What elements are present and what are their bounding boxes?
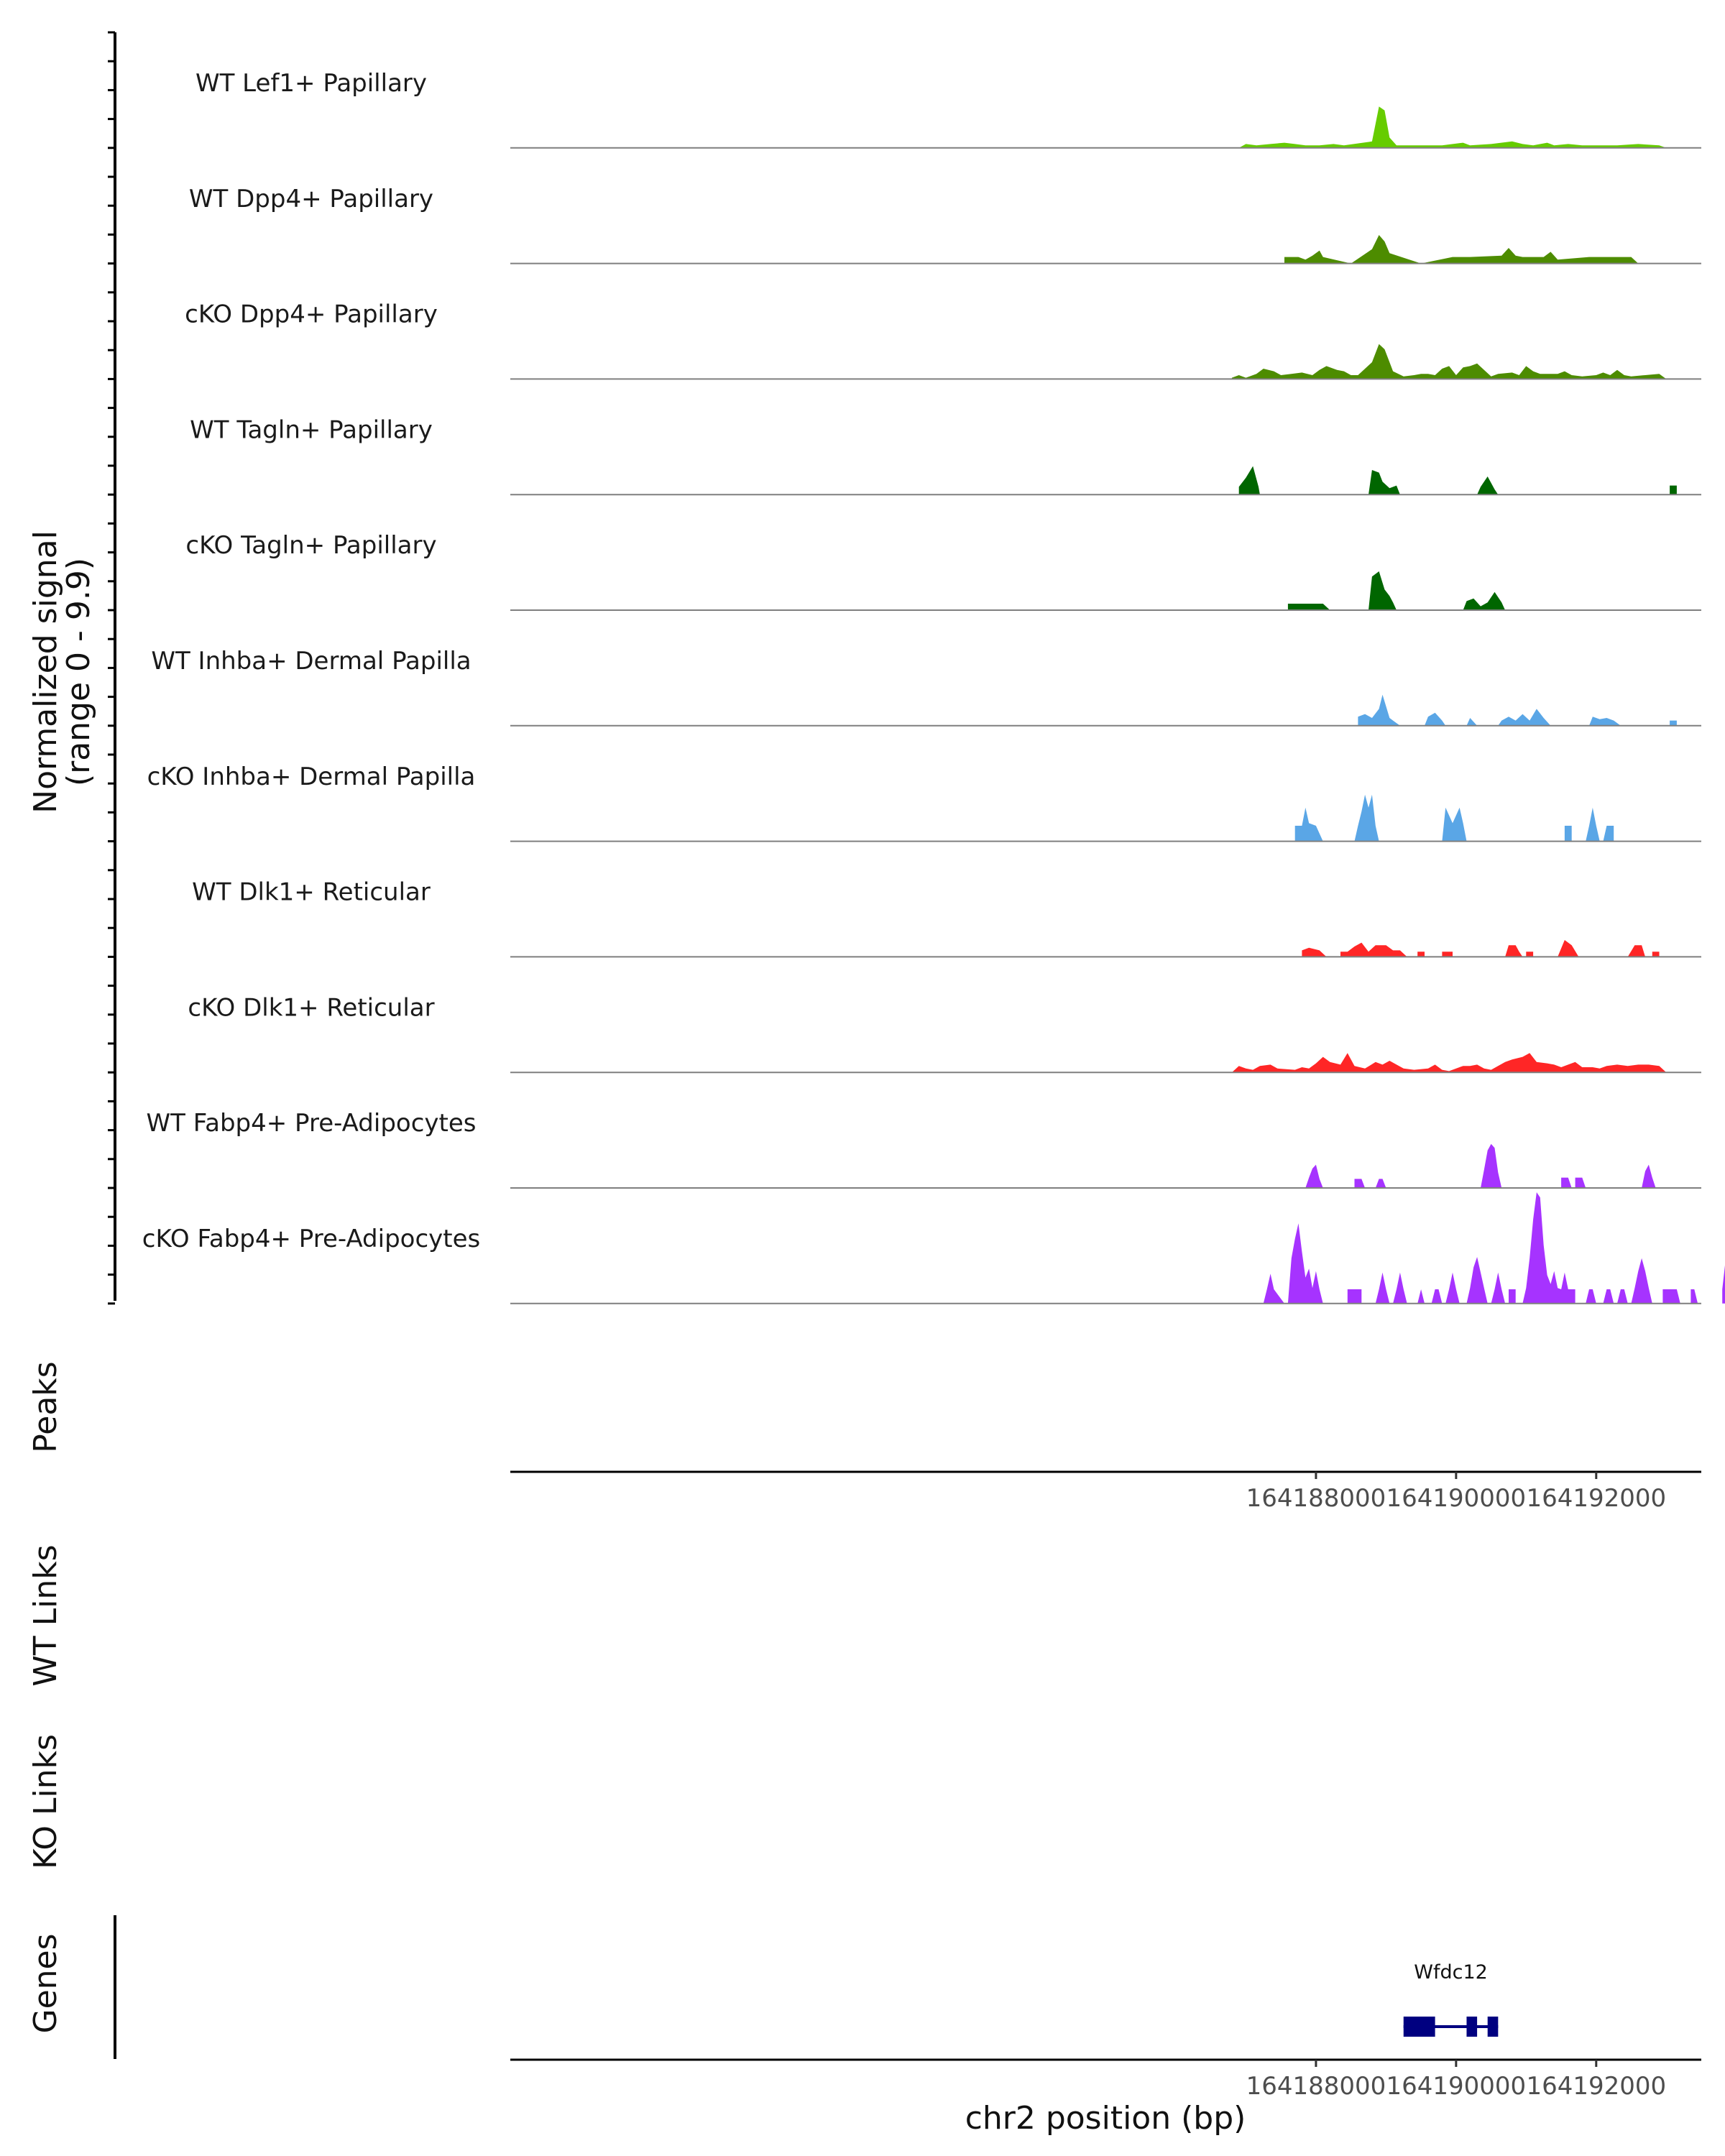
track-10: cKO Fabp4+ Pre-Adipocytes [142,1192,1725,1304]
track-label: cKO Dlk1+ Reticular [188,993,434,1022]
track-label: cKO Fabp4+ Pre-Adipocytes [142,1225,481,1253]
track-2: cKO Dpp4+ Papillary [185,300,1701,380]
x-tick-label: 164192000 [1526,1484,1666,1513]
gene-exon [1466,2017,1478,2037]
track-label: cKO Inhba+ Dermal Papilla [147,763,476,791]
track-8: cKO Dlk1+ Reticular [188,993,1701,1074]
peaks-label: Peaks [27,1361,64,1452]
track-label: cKO Tagln+ Papillary [185,531,436,560]
x-axis-ticks-top: 164188000 164190000 164192000 [1246,1472,1666,1513]
track-label: WT Dlk1+ Reticular [192,878,431,907]
track-label: WT Fabp4+ Pre-Adipocytes [147,1109,477,1138]
track-6: cKO Inhba+ Dermal Papilla [147,763,1701,842]
track-label: WT Tagln+ Papillary [190,415,433,444]
coverage-area [1284,235,1639,264]
links-section: WT Links KO Links [27,1544,64,1869]
coverage-tracks: WT Lef1+ Papillary WT Dpp4+ Papillary cKO … [142,69,1725,1304]
gene-model: Wfdc12 [1403,1961,1499,2037]
x-axis-ticks-bottom: 164188000 164190000 164192000 [1246,2060,1666,2101]
x-tick-label: 164190000 [1386,2072,1527,2101]
genes-label: Genes [27,1933,64,2033]
track-label: WT Lef1+ Papillary [196,69,427,98]
x-tick-label: 164188000 [1246,1484,1386,1513]
track-label: cKO Dpp4+ Papillary [185,300,438,329]
track-4: cKO Tagln+ Papillary [185,531,1701,611]
coverage-area [1302,940,1660,957]
track-0: WT Lef1+ Papillary [196,69,1701,149]
y-axis-title-line1: Normalized signal [27,530,64,814]
y-axis-title-line2: (range 0 - 9.9) [60,558,97,786]
gene-models: Wfdc12 [1403,1961,1499,2037]
coverage-area [1231,1053,1667,1073]
x-axis-title: chr2 position (bp) [965,2100,1246,2137]
ko-links-label: KO Links [27,1734,64,1869]
track-3: WT Tagln+ Papillary [190,415,1701,496]
peaks-section: Peaks 164188000 164190000 164192000 [27,1361,1701,1513]
genes-section: Genes Wfdc12 164188000 164190000 164192000… [27,1915,1701,2137]
x-tick-label: 164188000 [1246,2072,1386,2101]
gene-exon [1487,2017,1499,2037]
x-tick-label: 164190000 [1386,1484,1527,1513]
wt-links-label: WT Links [27,1544,64,1686]
coverage-area [1263,1192,1725,1304]
coverage-area [1287,571,1506,610]
track-9: WT Fabp4+ Pre-Adipocytes [147,1109,1701,1189]
x-tick-label: 164192000 [1526,2072,1666,2101]
coverage-area [1358,694,1677,726]
gene-exon [1403,2017,1435,2037]
track-7: WT Dlk1+ Reticular [192,878,1701,958]
track-label: WT Inhba+ Dermal Papilla [151,647,471,676]
coverage-area [1294,794,1614,842]
y-axis: Normalized signal (range 0 - 9.9) [27,31,116,1305]
coverage-area [1238,106,1667,148]
track-label: WT Dpp4+ Papillary [189,185,433,213]
gene-name-label: Wfdc12 [1414,1961,1488,1984]
coverage-area [1238,466,1677,495]
coverage-area [1305,1143,1656,1188]
coverage-area [1231,344,1667,379]
track-5: WT Inhba+ Dermal Papilla [151,647,1701,727]
track-1: WT Dpp4+ Papillary [189,185,1701,264]
y-axis-ticks [108,31,115,1305]
